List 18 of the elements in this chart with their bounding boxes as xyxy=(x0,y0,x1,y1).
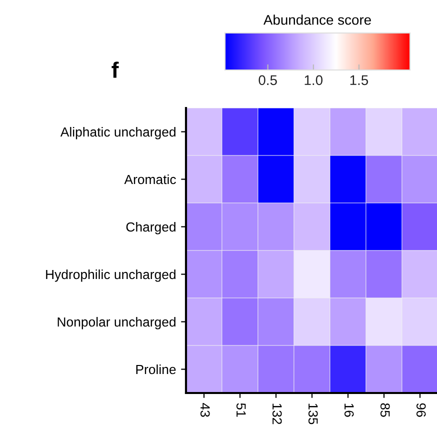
x-tick-label: 43 xyxy=(200,403,210,417)
color-bar-label: 1.0 xyxy=(304,75,323,86)
y-tick-label: Proline xyxy=(136,364,176,374)
y-tick-label: Nonpolar uncharged xyxy=(58,316,176,330)
y-tick-label: Hydrophilic uncharged xyxy=(46,269,176,282)
y-tick-label: Charged xyxy=(126,222,176,234)
x-tick-label: 135 xyxy=(308,404,318,424)
y-tick-label: Aromatic xyxy=(124,174,176,184)
color-bar-label: 0.5 xyxy=(258,75,277,86)
color-bar-title: Abundance score xyxy=(263,14,371,25)
x-tick-label: 96 xyxy=(416,403,426,417)
y-tick-label: Aliphatic uncharged xyxy=(60,126,176,140)
x-tick-label: 85 xyxy=(380,403,390,417)
x-tick-label: 51 xyxy=(236,403,246,417)
x-tick-label: 132 xyxy=(272,404,282,424)
text: f xyxy=(112,62,119,78)
x-tick-label: 16 xyxy=(344,404,354,417)
color-bar-label: 1.5 xyxy=(350,75,368,86)
